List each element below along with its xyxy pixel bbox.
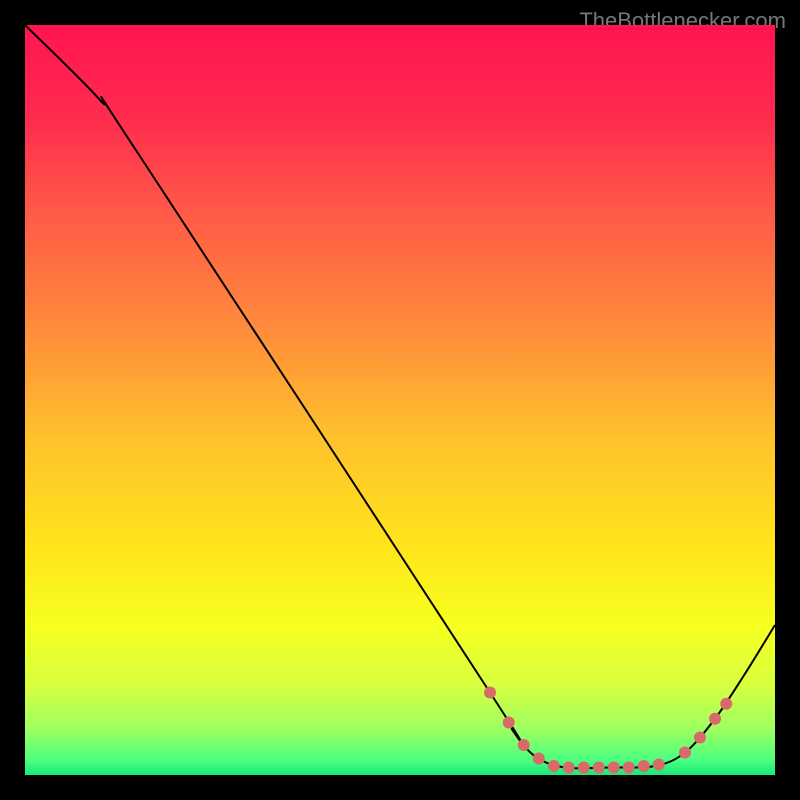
data-marker [578,762,590,774]
data-marker [518,739,530,751]
data-marker [679,747,691,759]
data-marker [638,760,650,772]
bottleneck-chart [25,25,775,775]
data-marker [623,762,635,774]
data-marker [503,717,515,729]
data-marker [533,753,545,765]
data-marker [653,759,665,771]
chart-background [25,25,775,775]
data-marker [563,762,575,774]
data-marker [548,760,560,772]
data-marker [484,687,496,699]
data-marker [593,762,605,774]
data-marker [608,762,620,774]
data-marker [720,698,732,710]
data-marker [694,732,706,744]
data-marker [709,713,721,725]
chart-svg [25,25,775,775]
